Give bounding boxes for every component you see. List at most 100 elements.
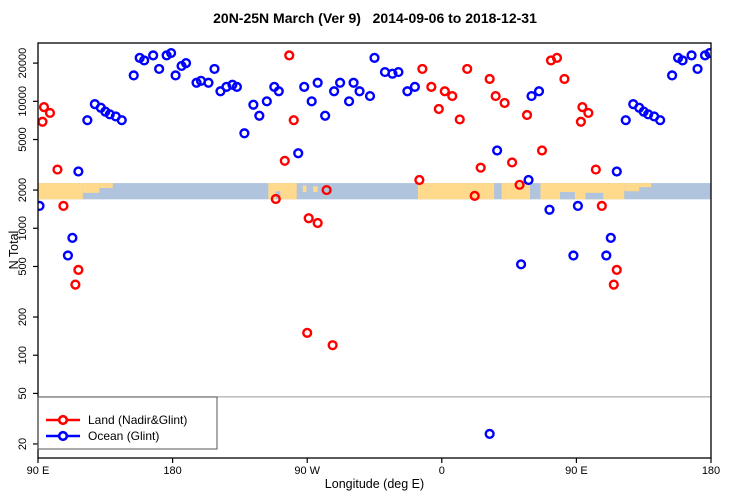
data-point-ocean	[209, 63, 220, 75]
legend-label-ocean: Ocean (Glint)	[88, 429, 160, 443]
data-point-land	[279, 155, 290, 166]
data-point-ocean	[320, 110, 331, 121]
x-axis-label: Longitude (deg E)	[324, 477, 425, 491]
data-point-ocean	[533, 86, 545, 97]
data-point-ocean	[203, 77, 214, 88]
data-point-land	[73, 264, 84, 275]
map-band-land-segment	[313, 186, 318, 193]
data-point-ocean	[273, 86, 284, 97]
y-tick-label: 20	[17, 438, 29, 450]
data-point-ocean	[67, 232, 78, 243]
x-tick-label: 180	[702, 465, 720, 477]
data-point-ocean	[568, 250, 579, 261]
data-point-ocean	[601, 250, 612, 261]
data-point-land	[426, 81, 437, 92]
data-point-ocean	[492, 145, 503, 156]
data-point-ocean	[248, 99, 259, 110]
data-point-ocean	[82, 115, 93, 126]
data-point-ocean	[62, 250, 74, 261]
x-tick-label: 90 E	[27, 465, 50, 477]
data-point-ocean	[387, 68, 398, 79]
data-point-ocean	[329, 86, 340, 97]
x-tick-label: 180	[163, 465, 181, 477]
data-point-ocean	[409, 81, 420, 92]
map-band-land-segment	[639, 183, 652, 188]
data-point-land	[433, 103, 444, 115]
x-tick-label: 90 E	[565, 465, 588, 477]
data-point-land	[38, 102, 50, 113]
data-point-ocean	[37, 200, 45, 212]
data-point-ocean	[692, 63, 703, 75]
data-point-land	[462, 63, 473, 75]
y-tick-label: 50	[17, 387, 29, 399]
data-point-ocean	[148, 50, 159, 61]
data-point-ocean	[393, 66, 404, 78]
data-point-land	[302, 327, 313, 338]
data-point-land	[484, 73, 495, 85]
data-point-land	[577, 102, 588, 113]
data-point-land	[583, 107, 594, 119]
data-point-ocean	[128, 70, 139, 81]
data-point-ocean	[312, 77, 323, 88]
data-point-land	[596, 200, 607, 212]
data-point-ocean	[306, 96, 317, 107]
chart-title: 20N-25N March (Ver 9) 2014-09-06 to 2018…	[213, 10, 537, 26]
legend: Land (Nadir&Glint) Ocean (Glint)	[45, 412, 187, 444]
data-point-ocean	[523, 174, 534, 186]
map-band-land-segment	[302, 185, 307, 193]
map-band-water-notch	[585, 192, 604, 200]
data-point-land	[447, 90, 458, 102]
data-point-ocean	[170, 70, 181, 81]
land-marker-icon	[46, 414, 80, 426]
data-point-ocean	[239, 128, 250, 139]
data-point-land	[490, 90, 501, 102]
plot-border	[37, 42, 712, 459]
data-point-ocean	[139, 55, 150, 66]
data-point-land	[469, 190, 480, 201]
data-point-land	[288, 115, 299, 126]
data-point-land	[506, 157, 518, 168]
data-point-ocean	[704, 47, 712, 59]
data-point-ocean	[73, 166, 84, 177]
data-point-ocean	[611, 166, 622, 177]
map-band-water-notch	[559, 192, 575, 200]
data-point-ocean	[515, 259, 527, 270]
data-point-land	[514, 179, 525, 190]
y-tick-label: 1000	[17, 216, 29, 240]
data-point-ocean	[655, 115, 666, 126]
map-band-land-segment	[417, 183, 495, 200]
data-point-ocean	[299, 81, 310, 92]
y-tick-label: 200	[17, 308, 29, 326]
data-point-ocean	[254, 110, 265, 121]
data-point-land	[414, 174, 425, 186]
data-point-land	[499, 97, 510, 109]
y-tick-label: 5000	[17, 127, 29, 151]
ocean-marker-icon	[46, 430, 80, 442]
data-point-land	[521, 109, 533, 121]
y-tick-label: 100	[17, 346, 29, 364]
data-point-land	[312, 217, 323, 229]
y-tick-label: 10000	[17, 86, 29, 117]
data-point-ocean	[293, 148, 304, 159]
data-point-land	[321, 184, 332, 196]
data-point-ocean	[677, 55, 688, 66]
data-point-land	[327, 340, 338, 351]
data-point-land	[575, 116, 586, 127]
data-point-ocean	[620, 115, 631, 126]
data-point-ocean	[605, 232, 616, 243]
data-point-land	[58, 200, 69, 212]
data-point-ocean	[348, 77, 359, 88]
data-point-ocean	[526, 90, 537, 102]
data-point-ocean	[166, 47, 177, 59]
data-point-land	[37, 116, 48, 127]
map-band-land-segment	[99, 183, 113, 188]
data-point-ocean	[116, 115, 127, 126]
data-point-ocean	[180, 58, 192, 69]
plot-content	[37, 47, 712, 439]
map-band-land-segment	[38, 183, 83, 200]
data-point-land	[284, 50, 295, 61]
data-point-ocean	[261, 96, 272, 107]
data-point-land	[611, 264, 622, 275]
